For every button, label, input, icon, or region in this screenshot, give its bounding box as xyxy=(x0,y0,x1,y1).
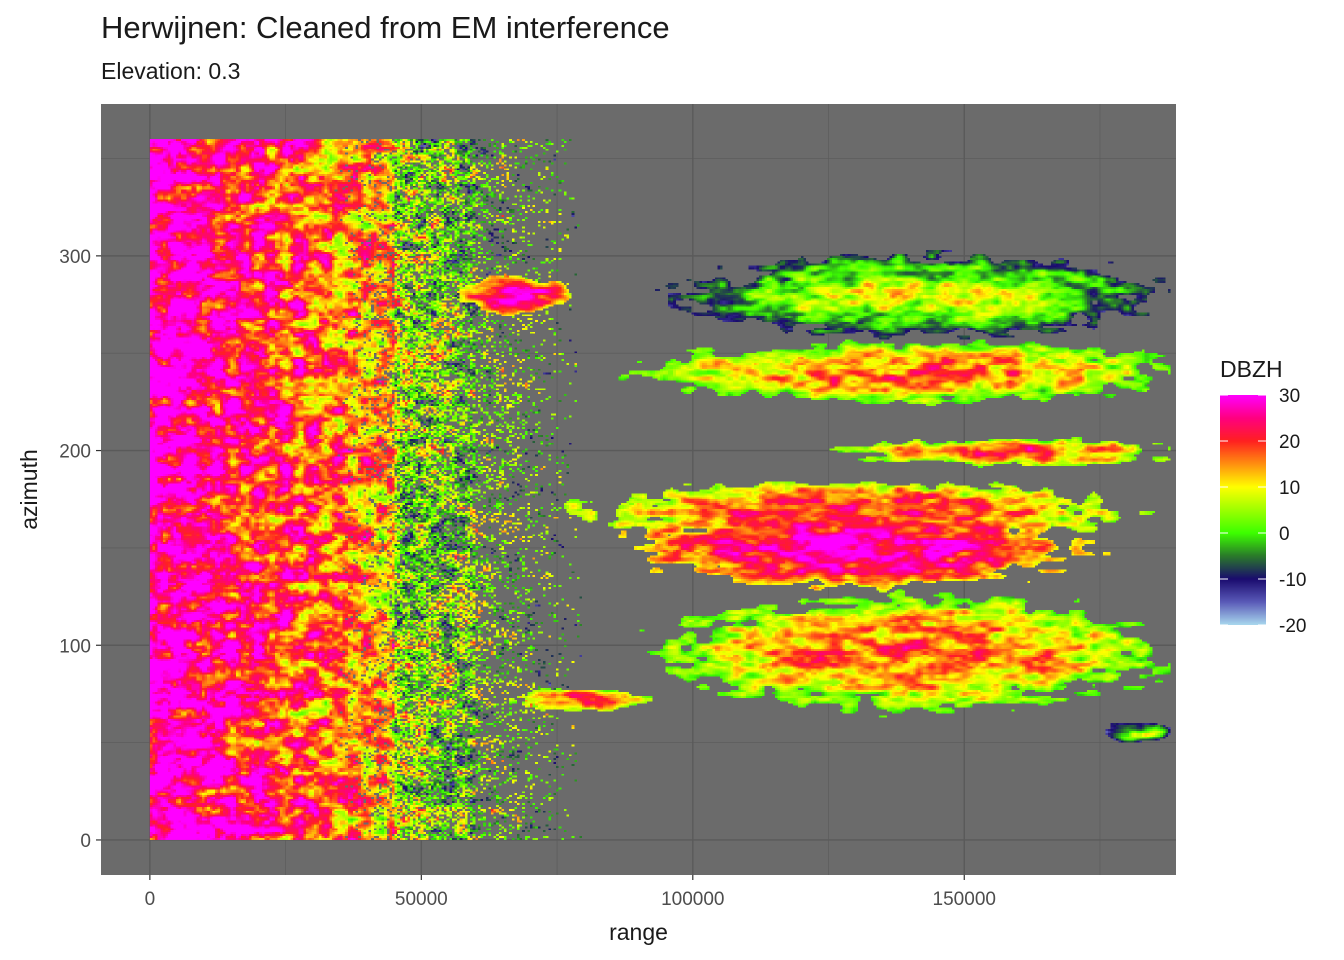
legend-tick-label: 10 xyxy=(1279,478,1300,499)
y-axis-label: azimuth xyxy=(16,449,42,530)
chart-title: Herwijnen: Cleaned from EM interference xyxy=(101,10,670,45)
x-axis-label: range xyxy=(609,919,668,945)
x-tick-label: 50000 xyxy=(395,889,448,910)
legend-tick-label: -20 xyxy=(1279,616,1306,637)
y-axis-ticks: 0 100 200 300 xyxy=(59,247,101,852)
y-tick-label: 100 xyxy=(59,636,91,657)
y-tick-label: 300 xyxy=(59,247,91,268)
y-tick-label: 200 xyxy=(59,442,91,463)
dbzh-heatmap xyxy=(149,139,1171,840)
x-tick-label: 150000 xyxy=(933,889,996,910)
legend-ticks: 30 20 10 0 -10 -20 xyxy=(1220,386,1306,637)
legend-tick-label: 0 xyxy=(1279,524,1290,545)
x-tick-label: 0 xyxy=(145,889,156,910)
x-axis-ticks: 0 50000 100000 150000 xyxy=(145,875,996,910)
legend-title: DBZH xyxy=(1220,356,1283,382)
x-tick-label: 100000 xyxy=(661,889,724,910)
color-legend: DBZH 30 20 10 0 -10 -20 xyxy=(1220,356,1306,637)
y-tick-label: 0 xyxy=(80,831,91,852)
legend-tick-label: -10 xyxy=(1279,570,1306,591)
legend-tick-label: 30 xyxy=(1279,386,1300,407)
legend-colorbar xyxy=(1220,395,1266,625)
legend-tick-label: 20 xyxy=(1279,432,1300,453)
chart-subtitle: Elevation: 0.3 xyxy=(101,58,241,84)
